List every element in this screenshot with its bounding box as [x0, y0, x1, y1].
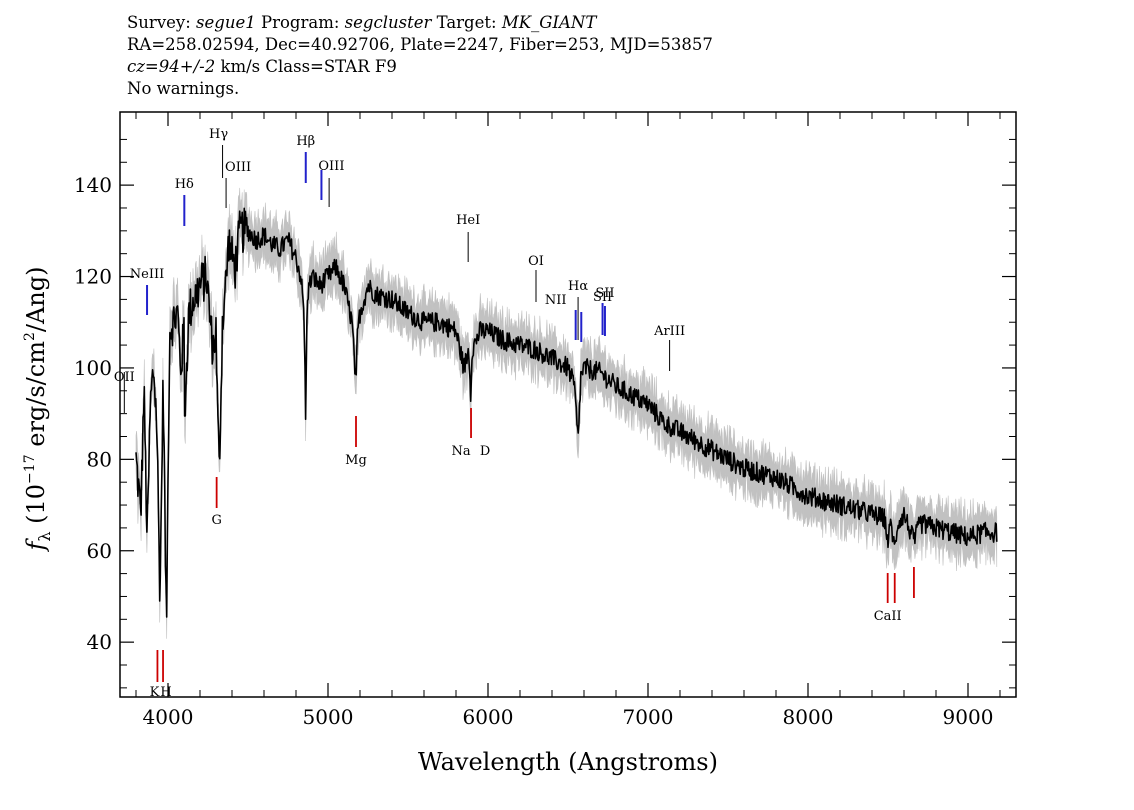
noise-envelope	[135, 187, 998, 639]
x-tick-label: 7000	[623, 705, 674, 729]
y-tick-label: 60	[87, 539, 112, 563]
emission-line-label: OIII	[225, 160, 251, 175]
emission-line-label: SII	[595, 286, 614, 301]
absorption-line-label: Mg	[345, 453, 367, 468]
x-axis-title: Wavelength (Angstroms)	[418, 748, 718, 776]
header-line-2: RA=258.02594, Dec=40.92706, Plate=2247, …	[127, 35, 713, 54]
y-tick-label: 120	[74, 265, 112, 289]
emission-line-label: OIII	[318, 159, 344, 174]
x-tick-label: 5000	[303, 705, 354, 729]
spectrum-line	[135, 207, 998, 618]
x-tick-label: 4000	[143, 705, 194, 729]
survey-value: segue1	[196, 13, 256, 32]
spectrum-series	[135, 207, 998, 618]
emission-line-label: ArIII	[653, 324, 685, 339]
plot-frame	[119, 111, 1017, 698]
cz-value: cz=94+/-2	[127, 57, 216, 76]
emission-line-label: SII	[593, 290, 612, 305]
axis-ticks: 4000 5000 6000 7000 8000 9000 40 60 80 100 120 140	[74, 112, 1016, 729]
absorption-line-label: K	[150, 685, 160, 700]
absorption-line-label: D	[480, 444, 490, 459]
emission-line-label: Hα	[568, 279, 588, 294]
emission-line-label: NeIII	[130, 267, 164, 282]
header-line-3: cz=94+/-2 km/s Class=STAR F9	[127, 56, 713, 78]
emission-line-label: NII	[545, 293, 567, 308]
y-tick-label: 140	[74, 173, 112, 197]
header-line-1: Survey: segue1 Program: segcluster Targe…	[127, 12, 713, 34]
emission-line-label: Hδ	[175, 177, 194, 192]
survey-label: Survey:	[127, 13, 191, 32]
target-label: Target:	[436, 13, 497, 32]
spectral-line-markers: OIINeIIIHδHγOIIIHβOIIIOIIIHeIOINIIHαNIIS…	[114, 127, 915, 700]
emission-line-label: Hβ	[296, 134, 315, 149]
y-axis-title: fλ (10−17 erg/s/cm2/Ang)	[22, 267, 54, 553]
x-tick-label: 6000	[463, 705, 514, 729]
x-tick-label: 9000	[943, 705, 994, 729]
x-tick-label: 8000	[783, 705, 834, 729]
spectrum-header: Survey: segue1 Program: segcluster Targe…	[127, 12, 713, 100]
y-tick-label: 100	[74, 356, 112, 380]
class-text: km/s Class=STAR F9	[215, 57, 397, 76]
emission-line-label: OI	[528, 254, 544, 269]
y-tick-label: 40	[87, 630, 112, 654]
emission-line-label: OII	[114, 370, 135, 385]
absorption-line-label: Na	[451, 444, 470, 459]
emission-line-label: HeI	[456, 213, 480, 228]
emission-line-label: Hγ	[209, 127, 228, 142]
header-line-4: No warnings.	[127, 79, 240, 98]
absorption-line-label: H	[160, 685, 171, 700]
absorption-line-label: G	[211, 513, 221, 528]
y-tick-label: 80	[87, 447, 112, 471]
noise-band	[135, 187, 998, 639]
absorption-line-label: CaII	[874, 609, 902, 624]
program-label: Program:	[260, 13, 340, 32]
target-value: MK_GIANT	[501, 13, 597, 32]
program-value: segcluster	[344, 13, 432, 32]
